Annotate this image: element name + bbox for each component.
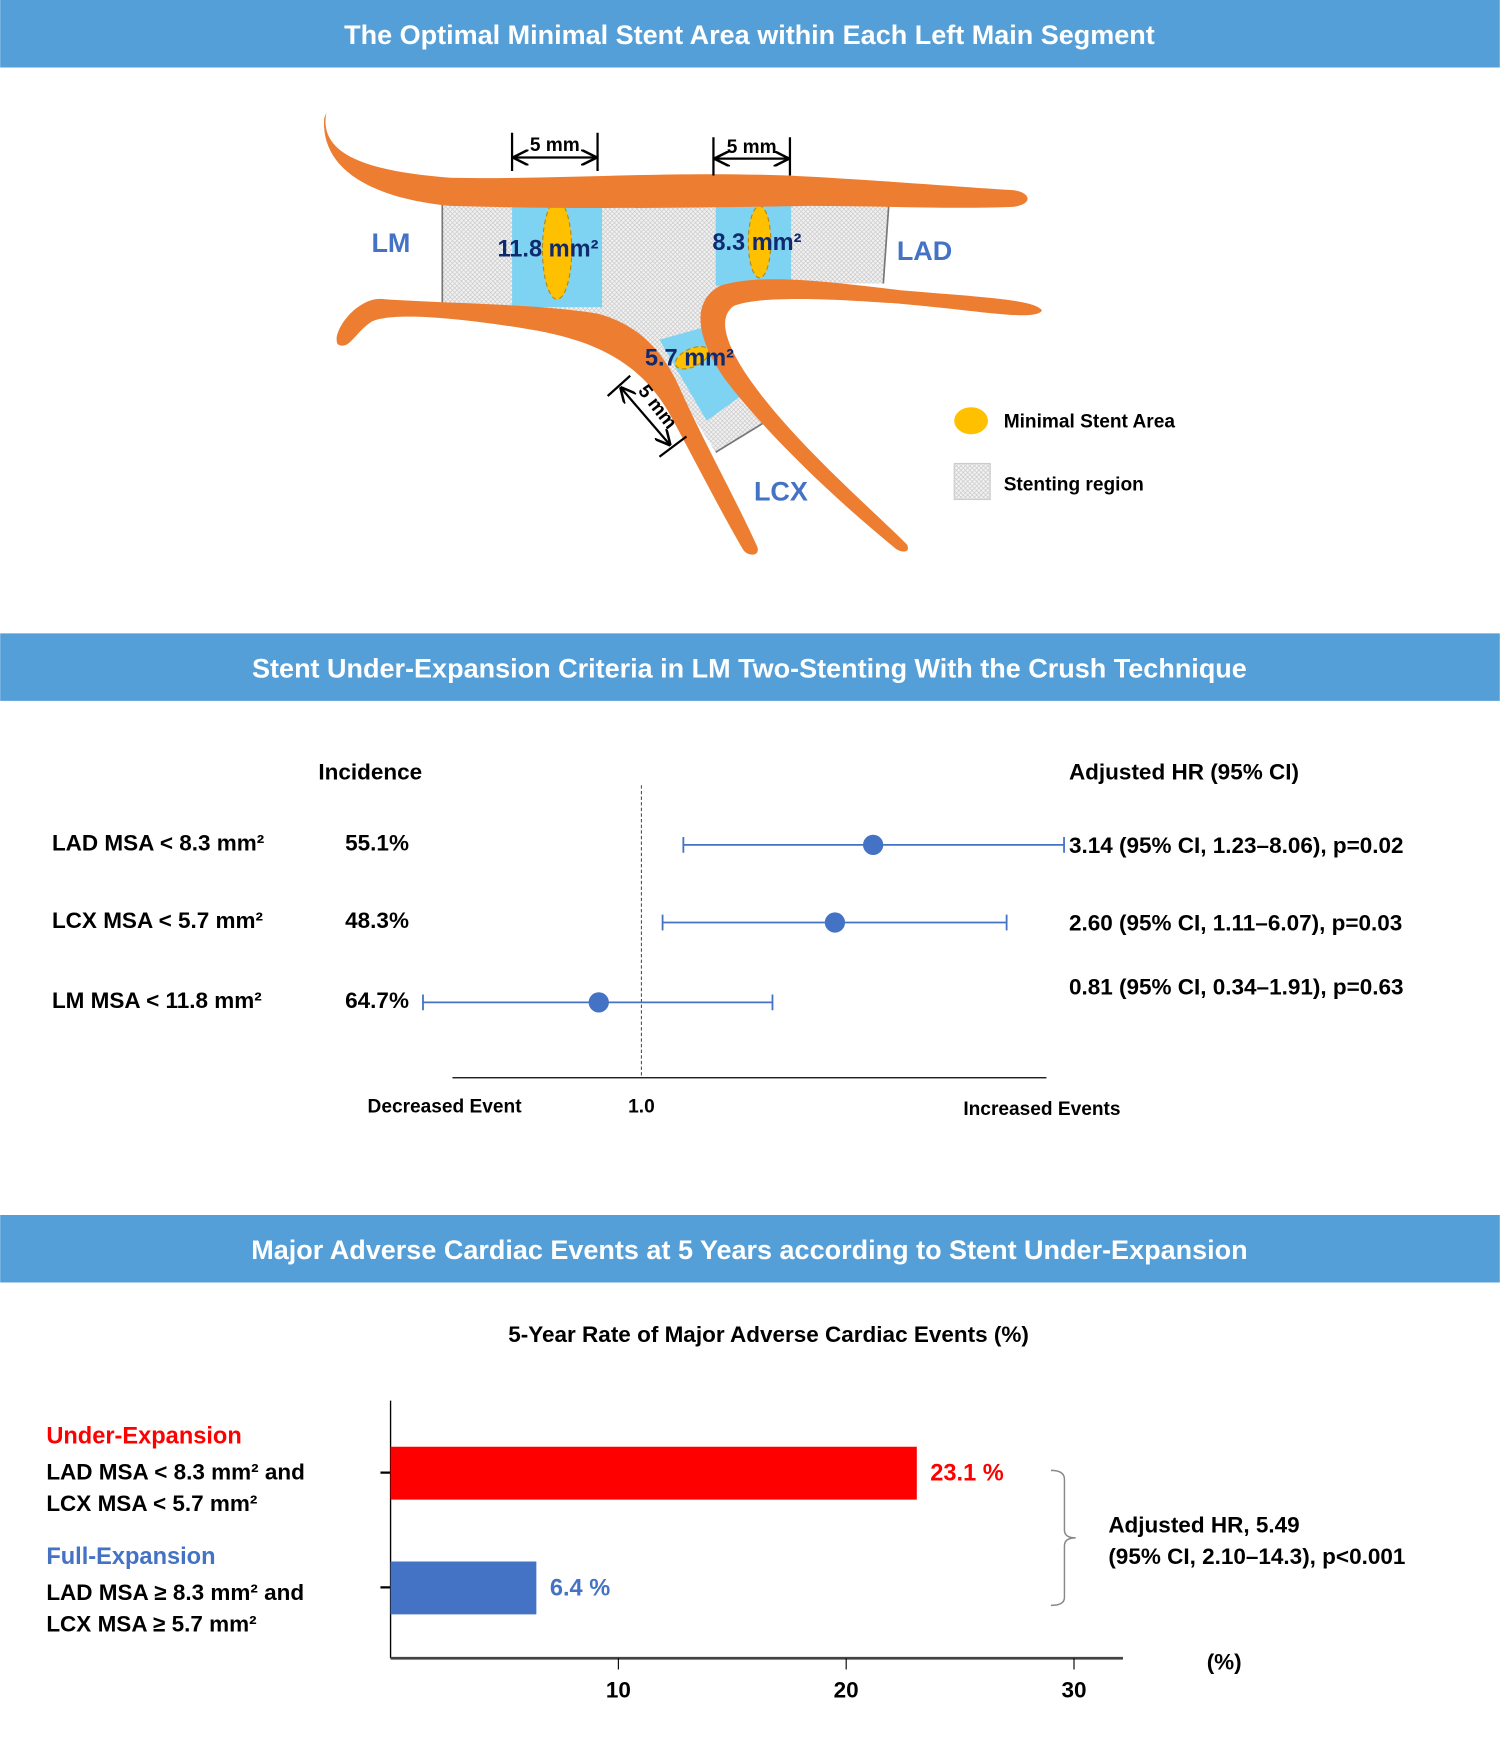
top-vessel-wall <box>323 112 1028 209</box>
forest-plot: Incidence Adjusted HR (95% CI) Decreased… <box>52 760 1404 1120</box>
lcx-area-label: 5.7 mm² <box>645 346 734 372</box>
bar-value-label: 23.1 % <box>930 1461 1004 1487</box>
forest-row: LCX MSA < 5.7 mm² 48.3% 2.60 (95% CI, 1.11… <box>52 908 1402 935</box>
lad-dimension: 5 mm <box>712 137 792 176</box>
x-tick-label: 20 <box>834 1678 859 1703</box>
lm-msa-ellipse <box>541 199 573 300</box>
lad-area-label: 8.3 mm² <box>712 230 801 256</box>
lm-dimension-label: 5 mm <box>530 135 580 156</box>
group-criteria-line1: LAD MSA < 8.3 mm² and <box>46 1459 305 1484</box>
lower-left-vessel-wall <box>336 298 758 555</box>
group-criteria-line2: LCX MSA < 5.7 mm² <box>46 1491 258 1516</box>
lm-label: LM <box>371 228 410 258</box>
incidence-value: 55.1% <box>345 831 409 856</box>
forest-title: Stent Under-Expansion Criteria in LM Two… <box>252 653 1247 683</box>
criterion-label: LCX MSA < 5.7 mm² <box>52 908 264 933</box>
hr-point <box>863 834 884 855</box>
header-bar-diagram <box>0 0 1500 68</box>
bar-chart-title: 5-Year Rate of Major Adverse Cardiac Eve… <box>508 1322 1029 1347</box>
right-branch-wall <box>700 279 1042 552</box>
hr-header: Adjusted HR (95% CI) <box>1069 760 1299 785</box>
comparison-bracket <box>1050 1469 1076 1607</box>
reference-tick-label: 1.0 <box>628 1097 655 1118</box>
lad-label: LAD <box>897 236 953 266</box>
legend-msa-swatch <box>954 407 988 435</box>
legend-stenting-label: Stenting region <box>1004 475 1144 496</box>
bar-row: Under-Expansion LAD MSA < 8.3 mm² and LCX … <box>46 1423 1004 1515</box>
incidence-header: Incidence <box>318 760 422 785</box>
bar-row: Full-Expansion LAD MSA ≥ 8.3 mm² and LCX M… <box>46 1544 610 1636</box>
lad-dimension-label: 5 mm <box>727 137 777 158</box>
group-label: Full-Expansion <box>46 1544 215 1570</box>
bar-value-label: 6.4 % <box>550 1575 610 1601</box>
incidence-value: 48.3% <box>345 908 409 933</box>
x-tick-label: 10 <box>606 1678 631 1703</box>
group-criteria-line2: LCX MSA ≥ 5.7 mm² <box>46 1611 257 1636</box>
forest-row: LM MSA < 11.8 mm² 64.7% 0.81 (95% CI, 0.34… <box>52 975 1404 1014</box>
x-tick-label: 30 <box>1061 1678 1086 1703</box>
stent-edges <box>441 200 890 453</box>
mace-bar-chart: 5-Year Rate of Major Adverse Cardiac Eve… <box>46 1322 1405 1702</box>
lm-area-label: 11.8 mm² <box>497 237 598 263</box>
bar-title: Major Adverse Cardiac Events at 5 Years … <box>251 1235 1247 1265</box>
group-criteria-line1: LAD MSA ≥ 8.3 mm² and <box>46 1580 304 1605</box>
diagram-title: The Optimal Minimal Stent Area within Ea… <box>344 20 1155 50</box>
x-unit-label: (%) <box>1207 1650 1242 1675</box>
left-main-diagram: LM LAD LCX 11.8 mm² 8.3 mm² 5.7 mm² 5 mm… <box>323 112 1176 555</box>
header-bar-bar <box>0 1215 1500 1283</box>
increased-label: Increased Events <box>963 1099 1120 1120</box>
forest-row: LAD MSA < 8.3 mm² 55.1% 3.14 (95% CI, 1.23… <box>52 831 1404 858</box>
hr-point <box>824 912 846 933</box>
hr-point <box>588 992 609 1013</box>
adjusted-hr-line2: (95% CI, 2.10–14.3), p<0.001 <box>1108 1544 1405 1569</box>
adjusted-hr-line1: Adjusted HR, 5.49 <box>1108 1512 1299 1537</box>
lm-dimension: 5 mm <box>510 132 599 171</box>
bar <box>390 1561 537 1615</box>
criterion-label: LAD MSA < 8.3 mm² <box>52 831 265 856</box>
criterion-label: LM MSA < 11.8 mm² <box>52 988 262 1013</box>
header-bar-forest <box>0 633 1500 701</box>
decreased-label: Decreased Event <box>368 1097 523 1118</box>
bar <box>390 1446 917 1500</box>
incidence-value: 64.7% <box>345 988 409 1013</box>
hr-text: 2.60 (95% CI, 1.11–6.07), p=0.03 <box>1069 910 1402 935</box>
legend-msa-label: Minimal Stent Area <box>1004 412 1176 433</box>
hr-text: 0.81 (95% CI, 0.34–1.91), p=0.63 <box>1069 975 1404 1000</box>
hr-text: 3.14 (95% CI, 1.23–8.06), p=0.02 <box>1069 833 1404 858</box>
lcx-label: LCX <box>754 477 808 507</box>
legend-stenting-swatch <box>953 462 991 501</box>
group-label: Under-Expansion <box>46 1423 241 1449</box>
